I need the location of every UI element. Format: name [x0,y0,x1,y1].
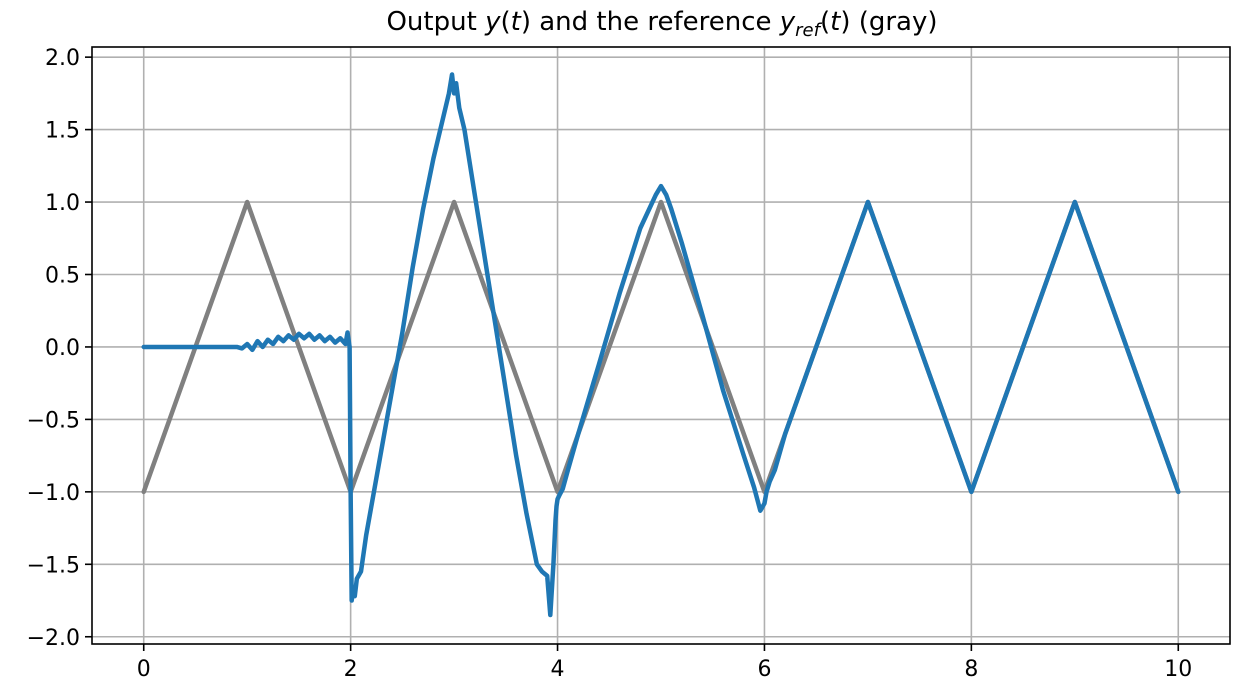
y-tick-label: 0.0 [45,336,80,361]
series-layer [141,72,1181,618]
plot-frame [91,46,1231,645]
y-tick-label: 1.5 [45,119,80,144]
y-tick-label: −1.0 [27,481,80,506]
y-tick-label: 1.0 [45,191,80,216]
output-line [141,72,1181,618]
y-tick-label: −2.0 [27,626,80,651]
x-tick-label: 4 [551,657,565,682]
x-tick-label: 0 [137,657,151,682]
x-tick-label: 10 [1164,657,1192,682]
y-tick-label: −0.5 [27,408,80,433]
x-tick-label: 8 [964,657,978,682]
y-tick-label: 2.0 [45,46,80,71]
x-tick-label: 6 [757,657,771,682]
ticks: 0 2 4 6 8 10 2.0 1.5 1.0 0.5 0.0 −0.5 −1.0 −1.5 −2.0 [27,46,1193,682]
y-tick-label: 0.5 [45,263,80,288]
chart-title: Output y(t) and the reference yref(t) (g… [386,7,937,41]
y-tick-label: −1.5 [27,553,80,578]
grid [92,47,1230,644]
x-tick-label: 2 [344,657,358,682]
